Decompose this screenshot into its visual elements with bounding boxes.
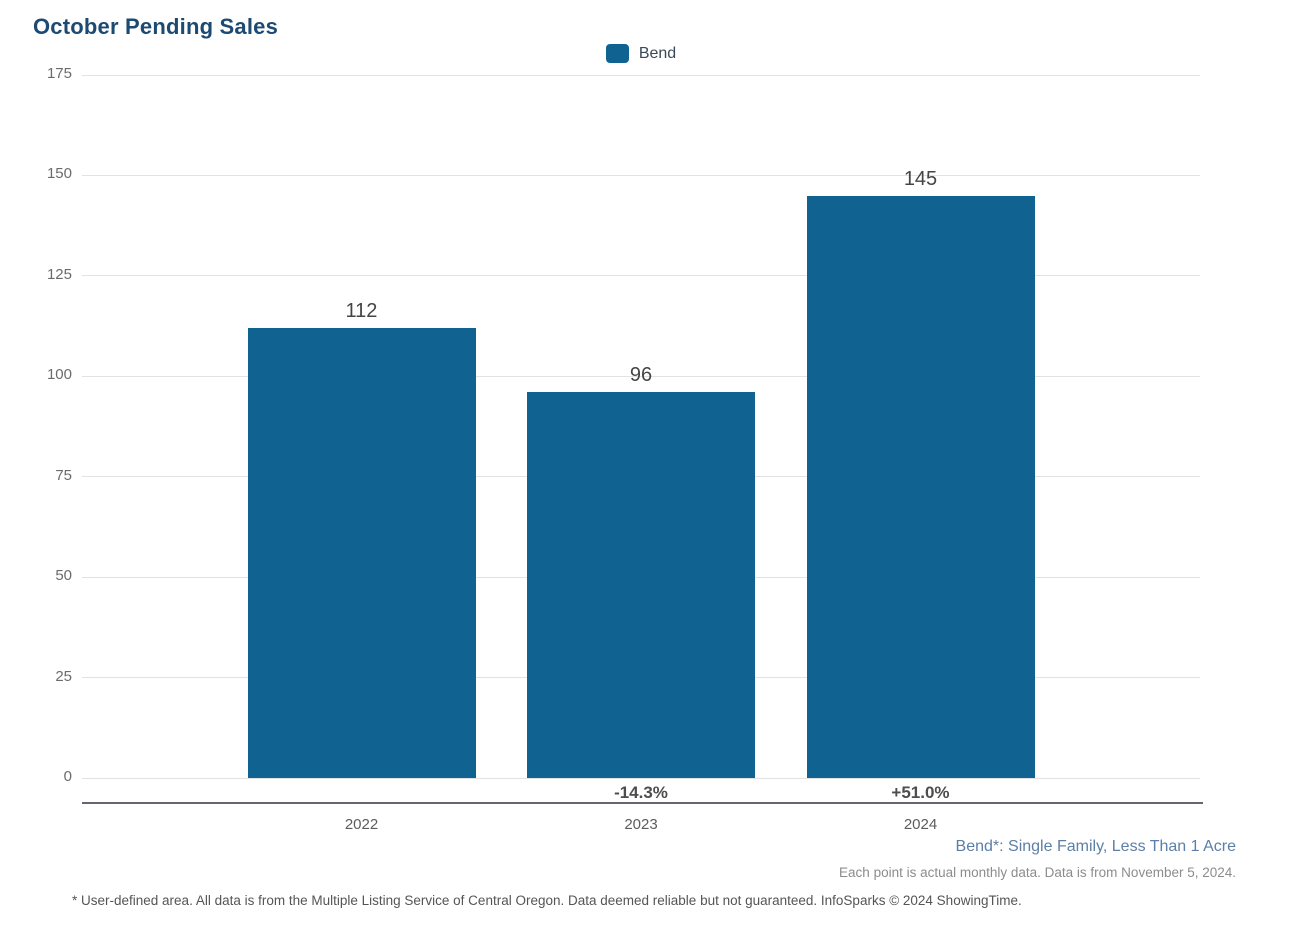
y-axis-tick-label: 150 [46, 165, 72, 183]
footer-disclaimer: * User-defined area. All data is from th… [72, 893, 1022, 908]
gridline-y-150 [82, 174, 1200, 176]
bar-2022[interactable] [247, 328, 476, 778]
y-axis-tick-label: 125 [46, 265, 72, 283]
bar-value-label: 145 [903, 167, 938, 190]
x-axis-tick-label: 2022 [344, 816, 379, 833]
bar-value-label: 96 [629, 364, 653, 387]
chart-title: October Pending Sales [33, 14, 279, 39]
legend-item-bend[interactable]: Bend [605, 44, 677, 63]
x-axis-tick-label: 2024 [903, 816, 938, 833]
gridline-y-100 [82, 375, 1200, 377]
y-axis-tick-label: 75 [55, 466, 72, 484]
y-axis-tick-label: 0 [63, 768, 72, 785]
y-axis-tick-label: 175 [46, 65, 72, 82]
y-axis-tick-label: 25 [55, 667, 72, 685]
plot-area: 0 25 50 75 100 125 150 175 112 96 145 [47, 65, 1200, 785]
bar-2023[interactable] [527, 392, 755, 778]
pct-change-label: +51.0% [891, 783, 950, 802]
legend: Bend [82, 44, 1200, 63]
bar-value-label: 112 [345, 300, 378, 323]
gridline-y-175 [82, 74, 1200, 76]
x-axis-line [82, 802, 1203, 804]
y-axis-tick-label: 100 [46, 366, 72, 384]
x-axis-tick-label: 2023 [624, 816, 658, 833]
series-note: Bend*: Single Family, Less Than 1 Acre [955, 838, 1236, 855]
gridline-y-125 [82, 275, 1200, 277]
bar-2024[interactable] [806, 195, 1035, 778]
legend-label: Bend [638, 44, 677, 62]
gridline-y-0 [82, 777, 1200, 779]
legend-swatch-icon [605, 44, 629, 63]
data-note: Each point is actual monthly data. Data … [839, 865, 1236, 880]
pct-change-label: -14.3% [614, 783, 668, 802]
y-axis-tick-label: 50 [55, 567, 72, 585]
